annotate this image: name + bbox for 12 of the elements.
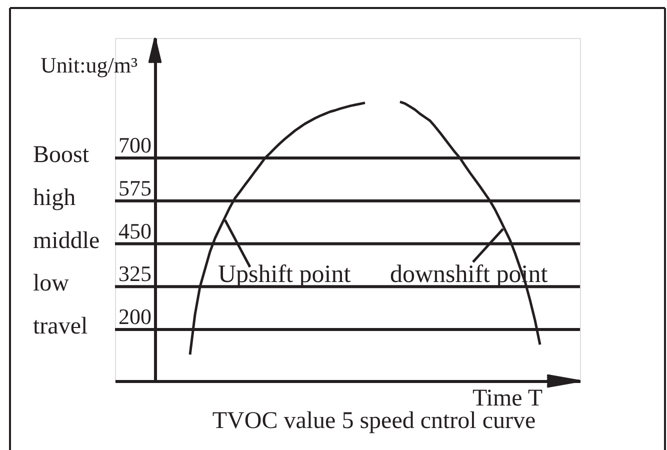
y-tick-label: 200 — [118, 304, 152, 330]
ref-line-label: travel — [33, 314, 88, 340]
y-axis-title: Unit:ug/m³ — [40, 52, 138, 78]
y-tick-label: 450 — [118, 218, 152, 244]
y-tick-label: 325 — [118, 261, 152, 286]
annotation: Upshift point — [218, 261, 351, 288]
ref-line-label: low — [33, 270, 70, 297]
ref-line-label: high — [33, 184, 76, 211]
y-tick-label: 575 — [118, 175, 152, 200]
ref-line-label: Boost — [33, 142, 90, 168]
ref-line-label: middle — [33, 228, 100, 254]
y-tick-label: 700 — [118, 132, 152, 158]
